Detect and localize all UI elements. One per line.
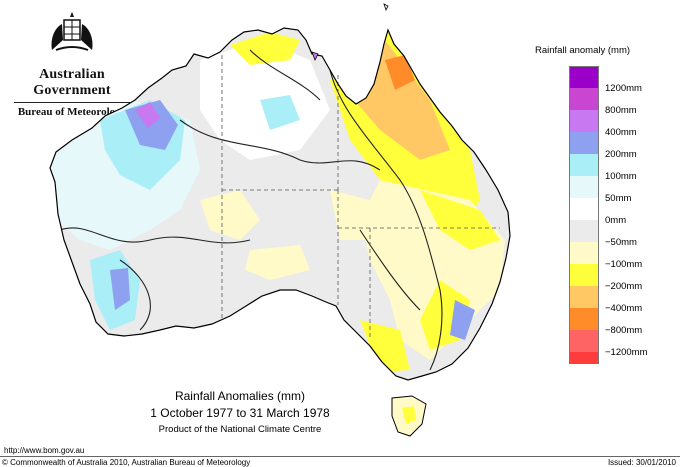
footer-issued: Issued: 30/01/2010: [607, 458, 676, 467]
legend-row: 1200mm: [569, 66, 679, 94]
map-product-note: Product of the National Climate Centre: [158, 424, 322, 435]
legend-label: 0mm: [605, 215, 627, 226]
region-north-dry: [230, 32, 300, 65]
footer-divider: [0, 456, 680, 457]
header-divider: [14, 102, 130, 103]
region-south-dry: [360, 320, 410, 372]
contour-line: [359, 229, 421, 311]
legend-label: −100mm: [605, 259, 643, 270]
region-east-dry-200: [420, 190, 500, 250]
legend-row: 400mm: [569, 110, 679, 138]
legend-label: 50mm: [605, 193, 632, 204]
legend-label: −200mm: [605, 281, 643, 292]
tasmania-dry: [402, 406, 416, 424]
legend-label: 100mm: [605, 171, 637, 182]
legend: 1200mm 800mm 400mm 200mm 100mm 50mm 0mm −50mm −1…: [569, 66, 679, 364]
legend-swatch: [569, 242, 599, 264]
contour-line: [119, 259, 151, 331]
legend-label: −400mm: [605, 303, 643, 314]
legend-swatch: [569, 220, 599, 242]
legend-row: 0mm: [569, 198, 679, 226]
map-title: Rainfall Anomalies (mm): [174, 389, 306, 403]
region-wet-southwest-200: [110, 268, 130, 310]
legend-swatch: [569, 264, 599, 286]
legend-label: 200mm: [605, 149, 637, 160]
legend-swatch: [569, 352, 599, 364]
legend-row: [569, 352, 679, 364]
legend-label: 1200mm: [605, 83, 642, 94]
legend-row: −800mm: [569, 308, 679, 336]
legend-row: 50mm: [569, 176, 679, 204]
government-title: Australian Government: [33, 67, 111, 98]
legend-label: −1200mm: [605, 347, 648, 358]
region-north-wet: [260, 95, 300, 130]
legend-swatch: [569, 132, 599, 154]
legend-swatch: [569, 308, 599, 330]
contour-line: [179, 119, 381, 171]
region-se-wet-200: [450, 300, 475, 340]
coastline: [49, 27, 511, 381]
legend-swatch: [569, 110, 599, 132]
legend-title: Rainfall anomaly (mm): [535, 45, 631, 56]
island: [311, 51, 319, 61]
legend-swatch: [569, 176, 599, 198]
legend-row: −200mm: [569, 264, 679, 292]
footer-url: http://www.bom.gov.au: [4, 446, 85, 455]
legend-swatch: [569, 66, 599, 88]
region-central-dry-2: [245, 245, 310, 280]
legend-row: −400mm: [569, 286, 679, 314]
legend-swatch: [569, 88, 599, 110]
legend-swatch: [569, 198, 599, 220]
legend-row: −100mm: [569, 242, 679, 270]
legend-label: 800mm: [605, 105, 637, 116]
state-borders: [221, 55, 500, 340]
contour-line: [329, 69, 443, 371]
legend-swatch: [569, 154, 599, 176]
coat-of-arms-icon: [51, 12, 93, 51]
legend-swatch: [569, 286, 599, 308]
legend-row: 100mm: [569, 154, 679, 182]
contour-line: [249, 49, 321, 101]
region-central-dry: [200, 190, 260, 240]
bureau-title: Bureau of Meteorology: [17, 106, 127, 118]
region-wet-400: [135, 102, 160, 128]
legend-swatch: [569, 330, 599, 352]
government-logo: Australian Government Bureau of Meteorol…: [12, 10, 132, 118]
contour-line: [59, 227, 251, 244]
legend-row: −1200mm: [569, 330, 679, 358]
legend-row: 200mm: [569, 132, 679, 160]
map-period: 1 October 1977 to 31 March 1978: [150, 406, 330, 420]
footer-copyright: © Commonwealth of Australia 2010, Austra…: [2, 458, 251, 467]
legend-row: −50mm: [569, 220, 679, 248]
region-central-dry-3: [330, 190, 375, 240]
legend-label: 400mm: [605, 127, 637, 138]
legend-label: −50mm: [605, 237, 637, 248]
legend-row: 800mm: [569, 88, 679, 116]
island: [383, 3, 389, 12]
legend-label: −800mm: [605, 325, 643, 336]
region-qld-dry-800: [385, 55, 415, 90]
